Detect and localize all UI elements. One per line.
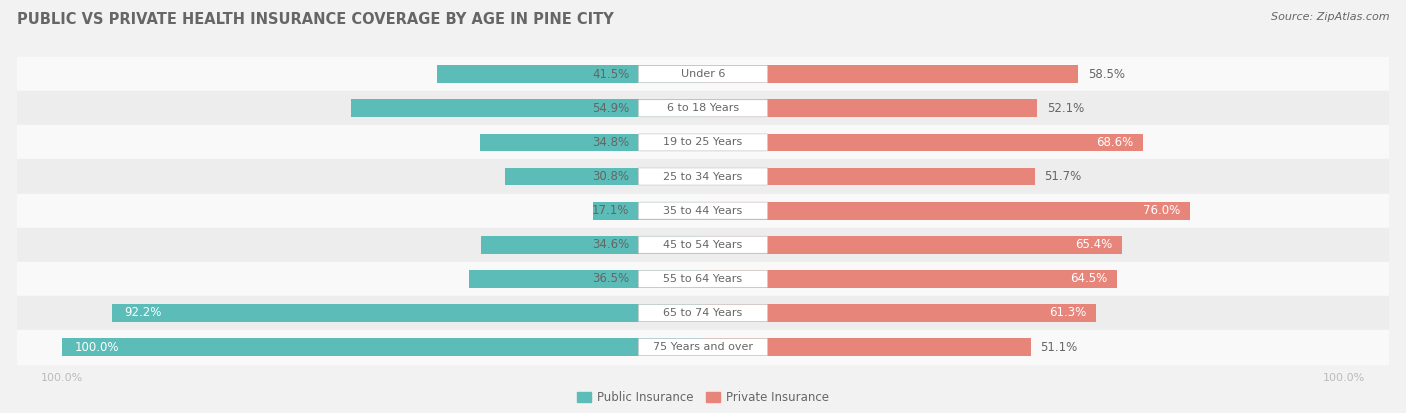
Text: 41.5%: 41.5% <box>592 68 630 81</box>
Text: 75 Years and over: 75 Years and over <box>652 342 754 352</box>
Bar <box>17 330 1389 364</box>
Text: 30.8%: 30.8% <box>592 170 630 183</box>
Text: 51.1%: 51.1% <box>1040 341 1077 354</box>
Text: 76.0%: 76.0% <box>1143 204 1181 217</box>
FancyBboxPatch shape <box>638 202 768 219</box>
Bar <box>703 236 1122 254</box>
Bar <box>481 236 703 254</box>
Text: PUBLIC VS PRIVATE HEALTH INSURANCE COVERAGE BY AGE IN PINE CITY: PUBLIC VS PRIVATE HEALTH INSURANCE COVER… <box>17 12 613 27</box>
Bar <box>17 194 1389 228</box>
Text: Under 6: Under 6 <box>681 69 725 79</box>
Text: 34.6%: 34.6% <box>592 238 630 251</box>
FancyBboxPatch shape <box>638 271 768 287</box>
Bar <box>17 125 1389 159</box>
Bar <box>703 65 1078 83</box>
Text: 61.3%: 61.3% <box>1049 306 1087 320</box>
Text: 45 to 54 Years: 45 to 54 Years <box>664 240 742 250</box>
Bar <box>437 65 703 83</box>
FancyBboxPatch shape <box>638 168 768 185</box>
FancyBboxPatch shape <box>638 66 768 83</box>
Text: Source: ZipAtlas.com: Source: ZipAtlas.com <box>1271 12 1389 22</box>
Text: 54.9%: 54.9% <box>592 102 630 115</box>
Bar <box>17 91 1389 125</box>
Text: 17.1%: 17.1% <box>592 204 630 217</box>
Bar <box>593 202 703 219</box>
Text: 68.6%: 68.6% <box>1097 136 1133 149</box>
Bar <box>17 159 1389 194</box>
FancyBboxPatch shape <box>638 100 768 117</box>
Bar <box>17 296 1389 330</box>
Text: 51.7%: 51.7% <box>1045 170 1081 183</box>
Text: 65.4%: 65.4% <box>1076 238 1112 251</box>
FancyBboxPatch shape <box>638 236 768 253</box>
Bar <box>479 133 703 151</box>
Text: 64.5%: 64.5% <box>1070 272 1107 285</box>
Bar <box>470 270 703 288</box>
Text: 58.5%: 58.5% <box>1088 68 1125 81</box>
Text: 65 to 74 Years: 65 to 74 Years <box>664 308 742 318</box>
Text: 19 to 25 Years: 19 to 25 Years <box>664 138 742 147</box>
Text: 34.8%: 34.8% <box>592 136 630 149</box>
Bar <box>62 338 703 356</box>
Text: 36.5%: 36.5% <box>592 272 630 285</box>
Bar <box>506 168 703 185</box>
Text: 52.1%: 52.1% <box>1046 102 1084 115</box>
Bar <box>703 133 1143 151</box>
Bar <box>17 57 1389 91</box>
Text: 35 to 44 Years: 35 to 44 Years <box>664 206 742 216</box>
Bar <box>17 228 1389 262</box>
FancyBboxPatch shape <box>638 339 768 356</box>
Text: 92.2%: 92.2% <box>125 306 162 320</box>
Bar <box>703 338 1031 356</box>
Bar <box>352 100 703 117</box>
Bar <box>703 270 1116 288</box>
Bar <box>703 100 1038 117</box>
Text: 55 to 64 Years: 55 to 64 Years <box>664 274 742 284</box>
Bar <box>111 304 703 322</box>
Bar <box>703 202 1191 219</box>
Bar <box>17 262 1389 296</box>
Text: 100.0%: 100.0% <box>75 341 120 354</box>
Bar <box>703 304 1097 322</box>
Text: 6 to 18 Years: 6 to 18 Years <box>666 103 740 113</box>
Bar <box>703 168 1035 185</box>
Legend: Public Insurance, Private Insurance: Public Insurance, Private Insurance <box>572 386 834 409</box>
Text: 25 to 34 Years: 25 to 34 Years <box>664 171 742 181</box>
FancyBboxPatch shape <box>638 304 768 321</box>
FancyBboxPatch shape <box>638 134 768 151</box>
